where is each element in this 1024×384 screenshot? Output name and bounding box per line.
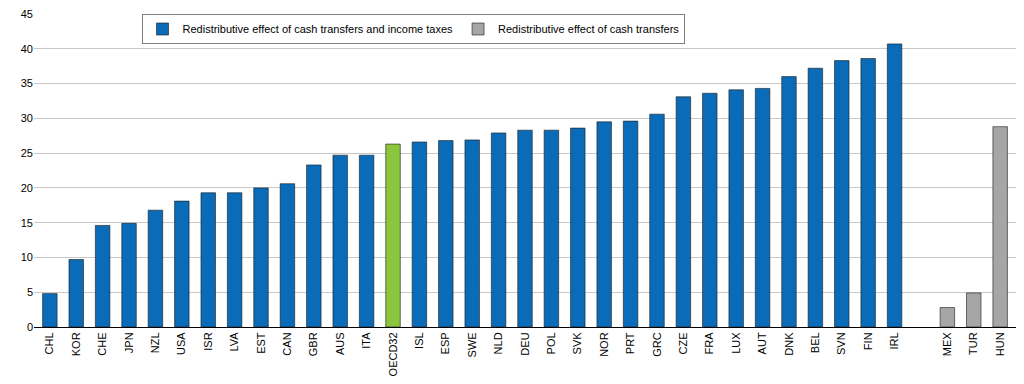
svg-text:SVK: SVK (571, 332, 583, 355)
svg-text:CZE: CZE (677, 332, 689, 354)
svg-text:USA: USA (175, 332, 187, 355)
svg-text:NOR: NOR (598, 332, 610, 357)
svg-text:LVA: LVA (228, 332, 240, 352)
svg-text:PRT: PRT (624, 332, 636, 354)
svg-text:10: 10 (21, 251, 33, 263)
svg-text:NZL: NZL (149, 332, 161, 353)
svg-text:POL: POL (545, 332, 557, 354)
svg-text:KOR: KOR (70, 332, 82, 356)
svg-text:BEL: BEL (809, 332, 821, 353)
svg-text:FRA: FRA (703, 332, 715, 355)
svg-text:5: 5 (27, 286, 33, 298)
svg-text:JPN: JPN (123, 332, 135, 353)
svg-text:FIN: FIN (862, 332, 874, 350)
svg-text:TUR: TUR (967, 332, 979, 355)
svg-text:DNK: DNK (783, 332, 795, 356)
svg-text:15: 15 (21, 217, 33, 229)
svg-text:ESP: ESP (439, 332, 451, 354)
svg-text:IRL: IRL (888, 332, 900, 349)
svg-text:SWE: SWE (466, 332, 478, 357)
svg-text:0: 0 (27, 321, 33, 333)
svg-text:EST: EST (255, 332, 267, 354)
svg-text:20: 20 (21, 182, 33, 194)
svg-text:SVN: SVN (835, 332, 847, 355)
svg-text:MEX: MEX (941, 332, 953, 357)
svg-text:GRC: GRC (651, 332, 663, 357)
svg-text:AUT: AUT (756, 332, 768, 354)
svg-text:NLD: NLD (492, 332, 504, 354)
svg-text:Redistributive effect of cash: Redistributive effect of cash transfers … (183, 23, 454, 35)
svg-text:LUX: LUX (730, 332, 742, 354)
svg-text:ISL: ISL (413, 332, 425, 349)
svg-text:ITA: ITA (360, 332, 372, 349)
svg-text:ISR: ISR (202, 332, 214, 350)
svg-text:35: 35 (21, 77, 33, 89)
svg-text:CHE: CHE (96, 332, 108, 355)
svg-text:OECD32: OECD32 (387, 332, 399, 376)
svg-text:AUS: AUS (334, 332, 346, 355)
svg-text:DEU: DEU (519, 332, 531, 355)
svg-text:CHL: CHL (43, 332, 55, 354)
svg-text:HUN: HUN (994, 332, 1006, 356)
svg-text:45: 45 (21, 8, 33, 20)
svg-text:30: 30 (21, 112, 33, 124)
svg-text:40: 40 (21, 43, 33, 55)
svg-text:GBR: GBR (307, 332, 319, 356)
svg-text:CAN: CAN (281, 332, 293, 355)
svg-text:25: 25 (21, 147, 33, 159)
svg-text:Redistributive effect of cash: Redistributive effect of cash transfers (498, 23, 679, 35)
